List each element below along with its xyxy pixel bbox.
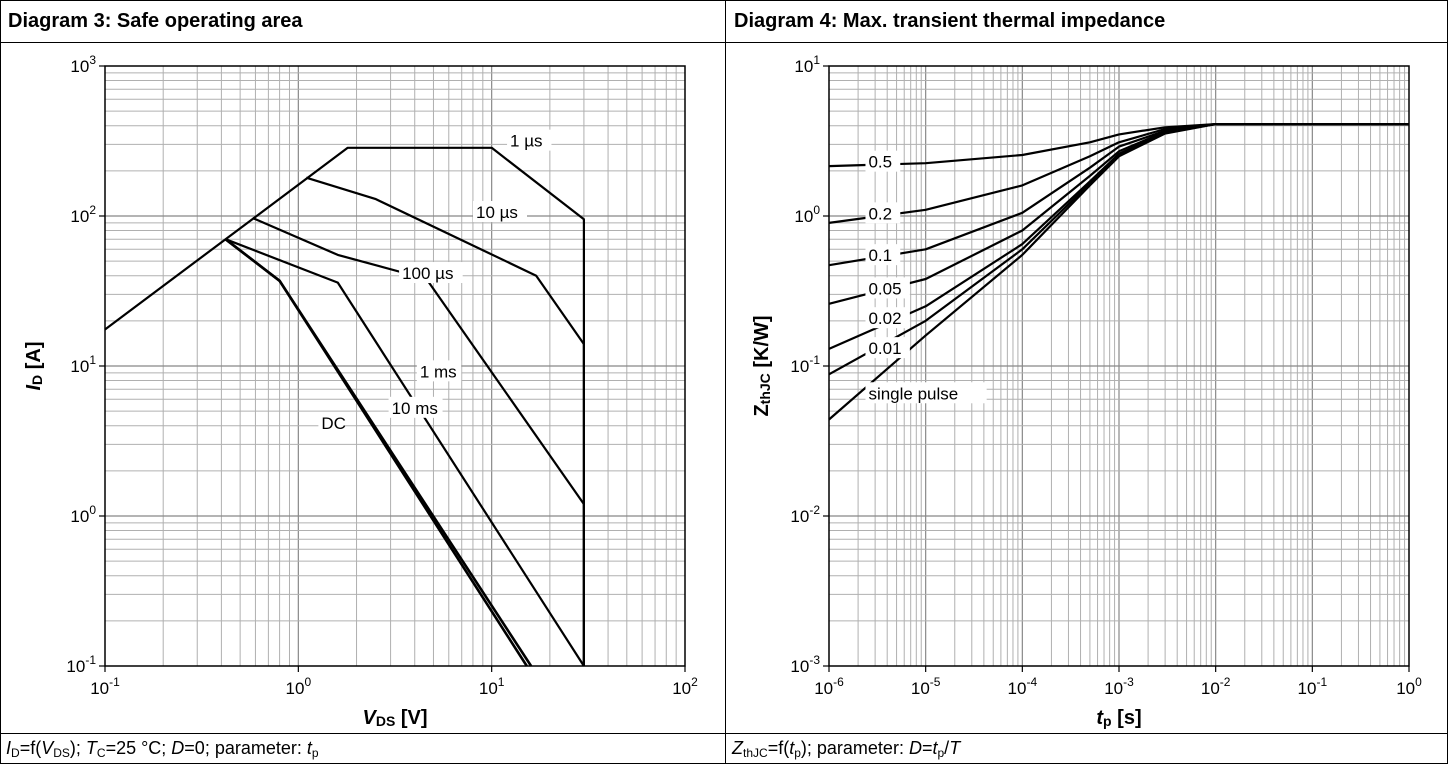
soa-tick-labels: 10-1 100 101 102 10-1 100 101 102 103 — [66, 53, 698, 698]
soa-chart: 1 µs 10 µs 100 µs 1 ms 10 ms DC 10-1 100 101 102… — [23, 53, 698, 729]
zth-label-0-2: 0.2 — [868, 204, 892, 223]
zth-label-0-02: 0.02 — [868, 309, 901, 328]
zth-y-axis-label: ZthJC [K/W] — [751, 315, 773, 416]
soa-curve-1-ms — [225, 238, 585, 667]
soa-x-tick-label: 10-1 — [90, 675, 120, 698]
zth-label-0-05: 0.05 — [868, 279, 901, 298]
zth-label-bg — [865, 244, 901, 266]
zth-label-bg — [865, 382, 987, 404]
soa-curve-1-s — [104, 146, 586, 666]
soa-y-tick-label: 10-1 — [66, 653, 96, 676]
soa-x-tick-label: 100 — [286, 675, 312, 698]
soa-label-bg — [473, 200, 528, 222]
zth-label-0-01: 0.01 — [868, 339, 901, 358]
panel-divider — [725, 0, 726, 764]
soa-y-tick-label: 100 — [70, 503, 96, 526]
zth-curve-single-pulse — [828, 122, 1409, 421]
zth-curves: 0.5 0.2 0.1 0.05 0.02 0.01 single pulse — [828, 122, 1409, 421]
soa-y-axis-label: ID [A] — [23, 341, 45, 390]
soa-label-bg — [416, 360, 462, 382]
zth-y-tick-label: 10-3 — [790, 653, 820, 676]
zth-x-tick-label: 10-3 — [1104, 675, 1134, 698]
soa-curve-100-s — [252, 216, 586, 666]
soa-curve-dc — [224, 238, 533, 667]
zth-y-tick-label: 101 — [794, 53, 820, 76]
title-row-divider — [0, 42, 1448, 43]
zth-label-bg — [865, 337, 910, 359]
soa-x-axis-label: VDS [V] — [362, 707, 427, 729]
zth-label-bg — [865, 307, 910, 329]
zth-label-bg — [865, 150, 901, 172]
diagram3-caption: ID=f(VDS); TC=25 °C; D=0; parameter: tp — [6, 738, 319, 760]
zth-x-tick-label: 10-2 — [1201, 675, 1231, 698]
soa-label-bg — [507, 129, 552, 151]
soa-label-bg — [388, 396, 443, 418]
soa-curve-10-s — [305, 176, 586, 666]
zth-x-tick-label: 100 — [1396, 675, 1422, 698]
diagram3-title: Diagram 3: Safe operating area — [8, 10, 303, 32]
zth-x-tick-label: 10-4 — [1008, 675, 1038, 698]
zth-grid — [829, 66, 1409, 666]
zth-x-tick-label: 10-5 — [911, 675, 941, 698]
zth-y-tick-label: 100 — [794, 203, 820, 226]
soa-label-100-s: 100 µs — [402, 264, 453, 283]
soa-label-dc: DC — [321, 414, 346, 433]
zth-y-tick-label: 10-1 — [790, 353, 820, 376]
soa-label-bg — [318, 412, 344, 434]
soa-grid — [105, 66, 685, 666]
zth-y-tick-label: 10-2 — [790, 503, 820, 526]
soa-x-tick-label: 102 — [672, 675, 698, 698]
diagram4-caption: ZthJC=f(tp); parameter: D=tp/T — [732, 738, 961, 760]
soa-y-tick-label: 103 — [70, 53, 96, 76]
soa-curve-10-ms — [224, 238, 528, 667]
soa-label-10-ms: 10 ms — [392, 399, 438, 418]
zth-label-0-1: 0.1 — [868, 246, 892, 265]
caption-row-divider — [0, 733, 1448, 734]
soa-label-10-s: 10 µs — [476, 203, 518, 222]
zth-x-tick-label: 10-6 — [814, 675, 844, 698]
zth-x-tick-label: 10-1 — [1298, 675, 1328, 698]
soa-label-bg — [399, 262, 463, 284]
soa-y-tick-label: 101 — [70, 353, 96, 376]
zth-label-bg — [865, 277, 910, 299]
diagram4-title: Diagram 4: Max. transient thermal impeda… — [734, 10, 1166, 32]
zth-label-bg — [865, 202, 901, 224]
zth-tick-labels: 10-6 10-5 10-4 10-3 10-2 10-1 100 10-3 10-2 10-1 1… — [790, 53, 1422, 698]
zth-label-0-5: 0.5 — [868, 153, 892, 172]
zth-x-axis-label: tp [s] — [1096, 707, 1141, 729]
zth-label-single-pulse: single pulse — [868, 384, 958, 403]
soa-label-1-ms: 1 ms — [420, 362, 457, 381]
soa-label-1-s: 1 µs — [510, 132, 542, 151]
soa-curves: 1 µs 10 µs 100 µs 1 ms 10 ms DC — [104, 129, 586, 667]
soa-y-tick-label: 102 — [70, 203, 96, 226]
soa-x-tick-label: 101 — [479, 675, 505, 698]
